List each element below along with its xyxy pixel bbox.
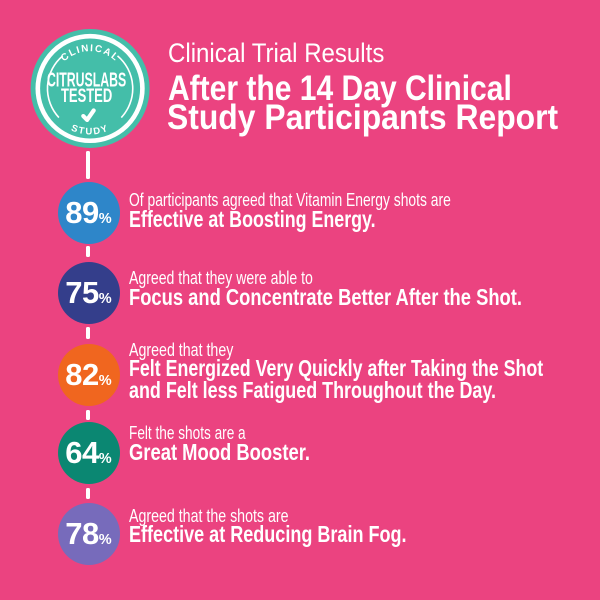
svg-text:TESTED: TESTED <box>61 86 112 107</box>
svg-text:CITRUSLABS: CITRUSLABS <box>47 68 126 91</box>
svg-text:STUDY: STUDY <box>70 123 111 138</box>
